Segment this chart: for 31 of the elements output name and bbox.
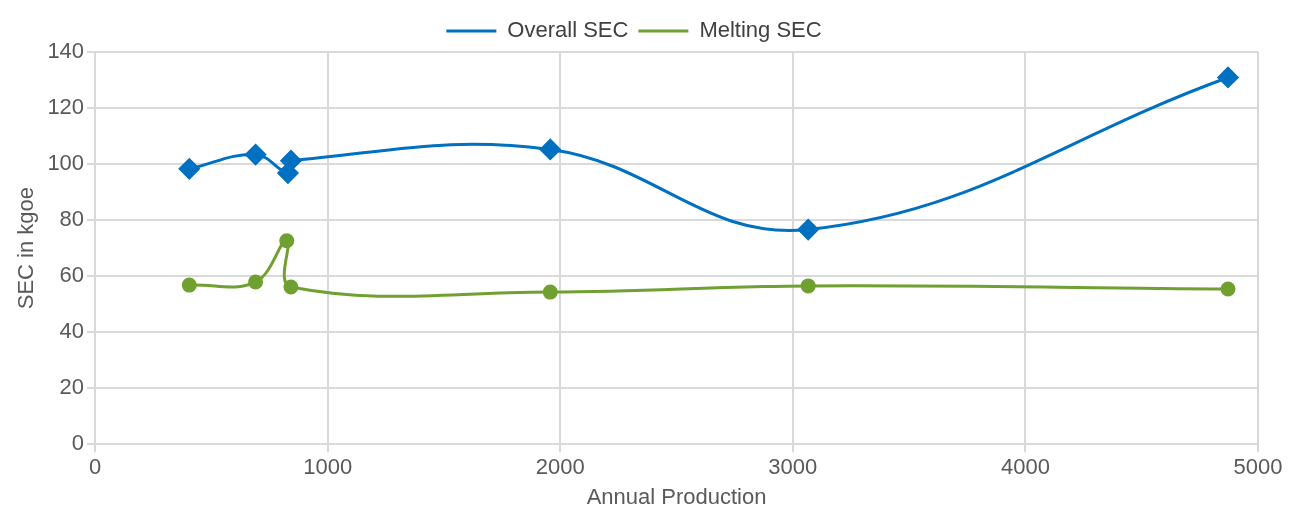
point xyxy=(245,144,267,166)
y-tick-label: 0 xyxy=(71,430,85,456)
point xyxy=(539,138,561,160)
y-tick-label: 60 xyxy=(59,262,85,288)
point xyxy=(542,284,558,300)
point xyxy=(797,219,819,241)
x-tick-label: 2000 xyxy=(535,454,585,480)
point xyxy=(181,277,197,293)
x-tick-label: 3000 xyxy=(768,454,818,480)
x-tick-label: 4000 xyxy=(1000,454,1050,480)
point xyxy=(1220,281,1236,297)
legend-label: Overall SEC xyxy=(507,17,629,43)
y-tick-label: 20 xyxy=(59,374,85,400)
x-tick-label: 5000 xyxy=(1233,454,1283,480)
point xyxy=(279,233,295,249)
y-tick-label: 80 xyxy=(59,206,85,232)
x-tick-label: 0 xyxy=(88,454,102,480)
x-tick-label: 1000 xyxy=(303,454,353,480)
y-tick-label: 120 xyxy=(47,94,85,120)
point xyxy=(178,158,200,180)
point xyxy=(283,279,299,295)
x-axis-title: Annual Production xyxy=(586,483,767,509)
y-tick-label: 40 xyxy=(59,318,85,344)
legend-label: Melting SEC xyxy=(699,17,822,43)
point xyxy=(280,150,302,172)
point xyxy=(248,274,264,290)
point xyxy=(800,278,816,294)
y-axis-title: SEC in kgoe xyxy=(13,186,39,310)
point xyxy=(1217,66,1239,88)
y-tick-label: 140 xyxy=(47,38,85,64)
y-tick-label: 100 xyxy=(47,150,85,176)
